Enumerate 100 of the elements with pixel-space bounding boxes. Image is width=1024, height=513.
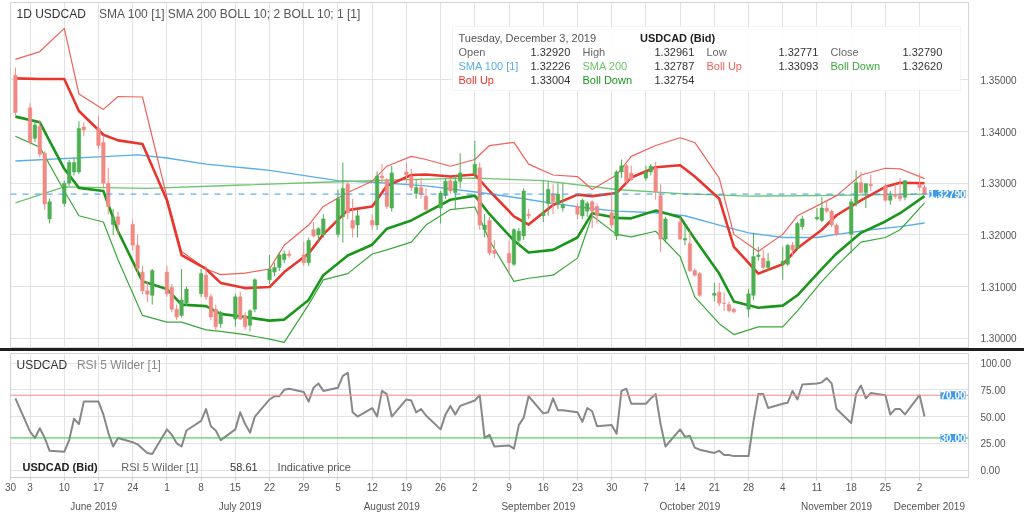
- candlestick: [32, 120, 37, 143]
- candlestick: [507, 240, 512, 273]
- candlestick: [482, 213, 487, 238]
- x-tick-label: 3: [27, 481, 34, 493]
- ref-line-label: 1.32790: [929, 189, 966, 201]
- x-tick-label: 2: [472, 481, 479, 493]
- annotation: USDCAD (Bid): [22, 460, 98, 473]
- candlestick: [404, 162, 409, 184]
- x2-tick-label: November 2019: [800, 500, 873, 512]
- x-tick-label: 18: [845, 481, 858, 493]
- x-tick-label: 17: [92, 481, 105, 493]
- text: Boll Up: [458, 73, 494, 86]
- annotation: Indicative price: [277, 460, 351, 473]
- candlestick: [301, 241, 306, 267]
- y-tick-label: 1.32000: [980, 229, 1018, 241]
- ref-line-label: 70.00: [940, 390, 966, 402]
- x-tick-label: 21: [708, 481, 721, 493]
- candlestick: [761, 249, 766, 270]
- candlestick: [609, 192, 614, 229]
- x2-tick-label: December 2019: [893, 500, 966, 512]
- x-tick-label: 24: [127, 481, 139, 493]
- annotation: 1.32620: [902, 59, 943, 72]
- x-tick-label: 12: [366, 481, 379, 493]
- x2-tick-label: July 2019: [218, 500, 263, 512]
- candlestick: [819, 196, 824, 223]
- x2-tick-label: September 2019: [501, 500, 576, 512]
- x-tick-label: 26: [435, 481, 447, 493]
- candlestick: [47, 198, 52, 225]
- x-tick-label: 25: [879, 481, 892, 493]
- candlestick: [472, 140, 477, 179]
- x-tick-label: 5: [335, 481, 342, 493]
- text: RSI 5 Wilder [1]: [76, 357, 161, 372]
- text: Boll Down: [582, 73, 633, 86]
- annotation: Tuesday, December 3, 2019: [458, 31, 597, 44]
- candlestick: [863, 182, 868, 209]
- candlestick: [247, 308, 253, 332]
- y-tick-label: 1.34000: [980, 126, 1018, 138]
- x2-tick-label: June 2019: [70, 500, 118, 512]
- y-tick-label: 100.00: [980, 358, 1012, 370]
- x-tick-label: 19: [400, 481, 413, 493]
- annotation: Low: [706, 45, 727, 58]
- candlestick: [766, 252, 771, 272]
- y-tick-label: 0.00: [980, 465, 1001, 477]
- annotation: 1.32787: [654, 59, 695, 72]
- candlestick: [883, 182, 888, 203]
- annotation: 1.32961: [654, 45, 695, 58]
- line-series: [14, 154, 926, 239]
- text: Boll Up: [706, 59, 742, 72]
- annotation: 1.33093: [778, 59, 819, 72]
- candlestick: [423, 187, 428, 213]
- x2-tick-label: October 2019: [659, 500, 721, 512]
- annotation: 1.33004: [530, 73, 571, 86]
- y-tick-label: 1.31000: [980, 281, 1018, 293]
- text: Boll Down: [830, 59, 881, 72]
- candlestick: [350, 198, 355, 238]
- annotation: 58.61: [230, 460, 258, 473]
- candlestick: [663, 216, 668, 244]
- candlestick: [414, 179, 419, 200]
- y-tick-label: 50.00: [980, 411, 1006, 423]
- annotation: RSI 5 Wilder [1]: [121, 460, 199, 473]
- x-tick-label: 4: [779, 481, 786, 493]
- x2-tick-label: August 2019: [363, 500, 421, 512]
- x-tick-label: 14: [674, 481, 687, 493]
- candlestick: [199, 268, 204, 298]
- annotation: 1.32754: [654, 73, 695, 86]
- x-tick-label: 2: [916, 481, 923, 493]
- x-tick-label: 23: [571, 481, 584, 493]
- candlestick: [712, 282, 717, 303]
- candlestick: [560, 182, 565, 213]
- candlestick: [287, 249, 292, 259]
- candlestick: [111, 208, 116, 236]
- line-series: [14, 371, 926, 458]
- x-tick-label: 11: [811, 481, 823, 493]
- x-tick-label: 8: [198, 481, 205, 493]
- x-tick-label: 7: [643, 481, 650, 493]
- ref-line-label: 30.00: [940, 432, 966, 444]
- annotation: 1.32920: [530, 45, 571, 58]
- y-tick-label: 25.00: [980, 438, 1006, 450]
- y-tick-label: 1.33000: [980, 178, 1018, 190]
- x-tick-label: 16: [537, 481, 550, 493]
- candlestick: [546, 181, 551, 217]
- y-tick-label: 1.30000: [980, 333, 1018, 345]
- x-tick-label: 10: [58, 481, 71, 493]
- candlestick: [355, 209, 360, 238]
- candlestick: [683, 224, 688, 246]
- x-tick-label: 15: [229, 481, 242, 493]
- line-series: [14, 135, 926, 343]
- annotation: 1.32771: [778, 45, 819, 58]
- annotation: 1.32790: [902, 45, 943, 58]
- chart-title: USDCAD: [16, 357, 68, 372]
- candlestick: [116, 211, 121, 236]
- line-series: [14, 177, 926, 204]
- chart-subtitle: SMA 100 [1] SMA 200 BOLL 10; 2 BOLL 10; 1 [1]: [99, 6, 361, 21]
- x-tick-label: 30: [606, 481, 618, 493]
- candlestick: [409, 168, 414, 192]
- x-tick-label: 9: [506, 481, 513, 493]
- candlestick: [858, 171, 863, 195]
- annotation: Close: [830, 45, 859, 58]
- x-tick-label: 28: [742, 481, 755, 493]
- chart-title: 1D USDCAD: [16, 6, 87, 21]
